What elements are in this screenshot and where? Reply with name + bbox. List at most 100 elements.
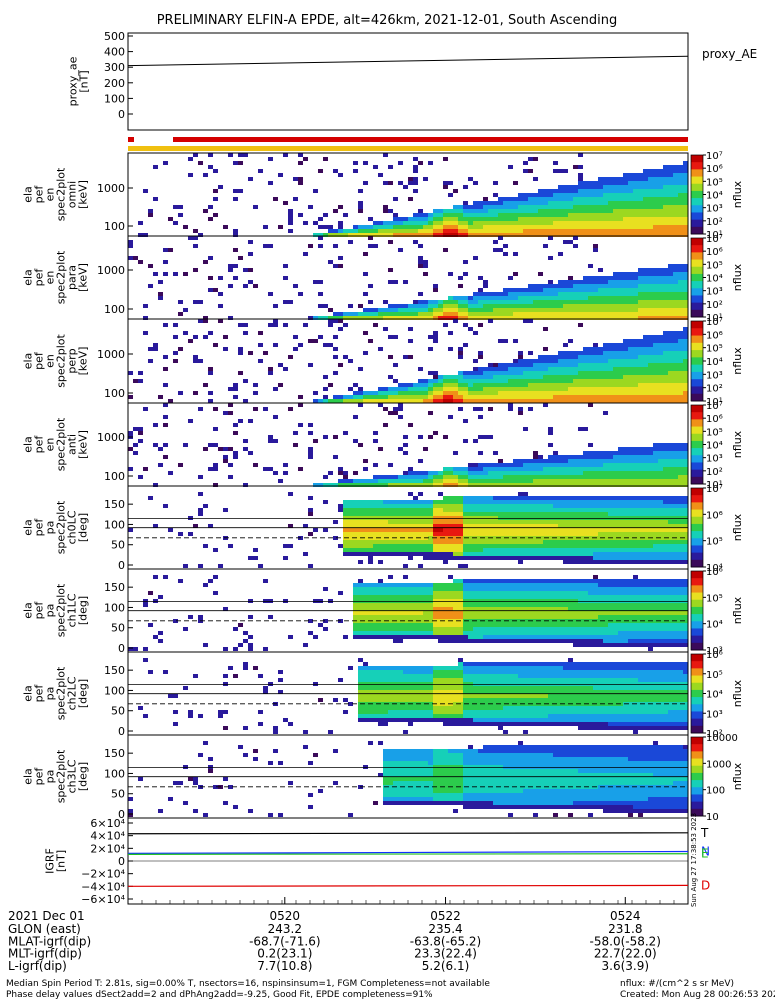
spectrogram-cell: [678, 367, 683, 371]
spectrogram-cell: [518, 197, 523, 201]
pa-cell: [448, 496, 453, 500]
spectrogram-cell: [523, 161, 528, 165]
spectrogram-cell: [638, 451, 643, 455]
spectrogram-cell: [573, 280, 578, 284]
spectrogram-cell: [543, 467, 548, 471]
spectrogram-cell: [543, 391, 548, 395]
spectrogram-cell: [488, 304, 493, 308]
pa-cell: [408, 587, 413, 591]
spectrogram-cell: [573, 288, 578, 292]
spectrogram-cell: [563, 387, 568, 391]
spectrogram-cell: [473, 221, 478, 225]
spectrogram-cell: [663, 304, 668, 308]
spectrogram-cell: [173, 272, 178, 276]
pa-cell: [348, 532, 353, 536]
spectrogram-cell: [353, 391, 358, 395]
spectrogram-cell: [558, 367, 563, 371]
spectrogram-cell: [538, 475, 543, 479]
spectrogram-cell: [458, 296, 463, 300]
spectrogram-cell: [423, 395, 428, 399]
spectrogram-cell: [463, 371, 468, 375]
spectrogram-cell: [478, 308, 483, 312]
spectrogram-cell: [678, 169, 683, 173]
pa-cell: [673, 500, 678, 504]
spectrogram-cell: [668, 363, 673, 367]
spectrogram-cell: [493, 371, 498, 375]
spectrogram-cell: [658, 367, 663, 371]
spectrogram-cell: [678, 284, 683, 288]
pa-cell: [433, 623, 438, 627]
spectrogram-cell: [463, 308, 468, 312]
pa-cell: [498, 639, 503, 643]
spectrogram-cell: [683, 276, 688, 280]
spectrogram-cell: [593, 304, 598, 308]
pa-cell: [558, 532, 563, 536]
pa-cell: [543, 496, 548, 500]
spectrogram-cell: [558, 371, 563, 375]
spectrogram-cell: [603, 411, 608, 415]
spectrogram-cell: [443, 181, 448, 185]
spectrogram-cell: [663, 225, 668, 229]
pa-cell: [133, 647, 138, 651]
spectrogram-cell: [488, 475, 493, 479]
spectrogram-cell: [668, 355, 673, 359]
spectrogram-cell: [593, 244, 598, 248]
spectrogram-cell: [533, 367, 538, 371]
pa-cell: [433, 556, 438, 560]
spectrogram-cell: [393, 399, 398, 403]
spectrogram-cell: [573, 229, 578, 233]
spectrogram-cell: [628, 343, 633, 347]
pa-cell: [458, 635, 463, 639]
spectrogram-cell: [543, 244, 548, 248]
spectrogram-cell: [593, 359, 598, 363]
spectrogram-cell: [603, 205, 608, 209]
spectrogram-cell: [213, 213, 218, 217]
spectrogram-cell: [448, 479, 453, 483]
pa-cell: [178, 532, 183, 536]
pa-cell: [463, 544, 468, 548]
spectrogram-cell: [578, 217, 583, 221]
pa-cell: [678, 532, 683, 536]
spectrogram-cell: [668, 181, 673, 185]
spectrogram-cell: [518, 395, 523, 399]
spectrogram-cell: [473, 399, 478, 403]
spectrogram-cell: [618, 479, 623, 483]
spectrogram-cell: [568, 351, 573, 355]
pa-cell: [443, 611, 448, 615]
spectrogram-cell: [408, 467, 413, 471]
pa-cell: [643, 532, 648, 536]
spectrogram-cell: [558, 209, 563, 213]
pa-cell: [528, 544, 533, 548]
spectrogram-cell: [493, 217, 498, 221]
spectrogram-cell: [593, 205, 598, 209]
pa-cell: [233, 627, 238, 631]
spectrogram-cell: [498, 209, 503, 213]
spectrogram-cell: [328, 308, 333, 312]
pa-cell: [578, 496, 583, 500]
pa-cell: [658, 560, 663, 564]
spectrogram-cell: [683, 185, 688, 189]
spectrogram-cell: [618, 367, 623, 371]
spectrogram-cell: [623, 225, 628, 229]
spectrogram-cell: [663, 335, 668, 339]
pa-cell: [388, 587, 393, 591]
pa-cell: [213, 591, 218, 595]
spectrogram-cell: [538, 367, 543, 371]
pa-cell: [283, 556, 288, 560]
spectrogram-cell: [558, 296, 563, 300]
spectrogram-cell: [463, 185, 468, 189]
pa-cell: [453, 623, 458, 627]
spectrogram-cell: [413, 229, 418, 233]
spectrogram-cell: [663, 363, 668, 367]
spectrogram-cell: [608, 375, 613, 379]
spectrogram-cell: [293, 431, 298, 435]
pa-cell: [393, 512, 398, 516]
status-bar-red-start: [128, 137, 134, 142]
spectrogram-cell: [168, 248, 173, 252]
spectrogram-cell: [353, 415, 358, 419]
spectrogram-cell: [558, 312, 563, 316]
spectrogram-cell: [568, 225, 573, 229]
spectrogram-cell: [653, 308, 658, 312]
